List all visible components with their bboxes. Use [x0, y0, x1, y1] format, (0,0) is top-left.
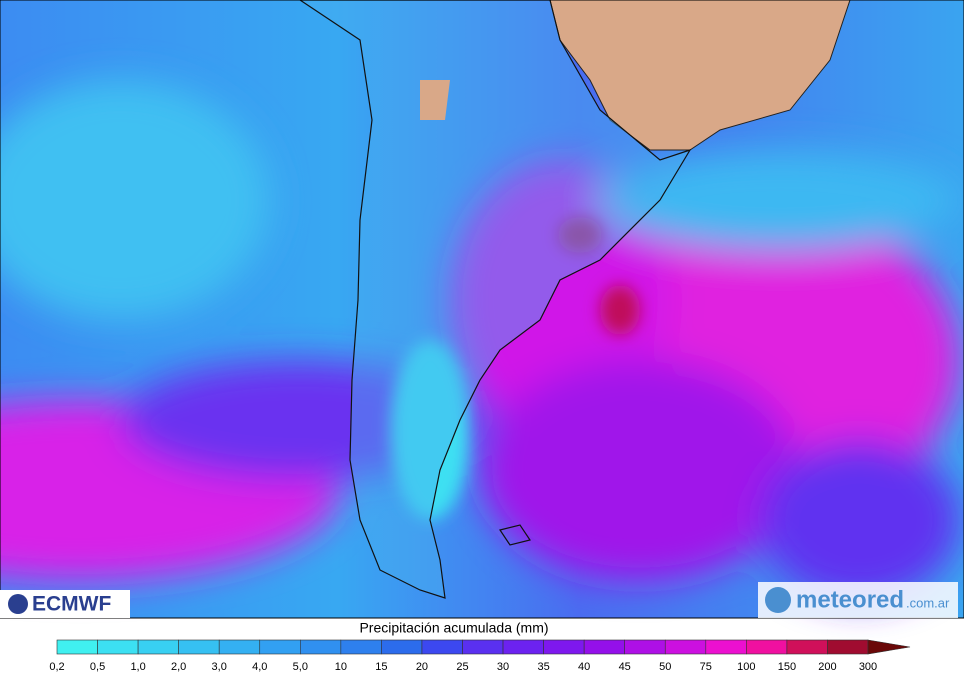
meteored-logo: meteored .com.ar: [758, 582, 958, 618]
legend-label: 0,5: [90, 661, 105, 673]
meteored-domain: .com.ar: [906, 595, 950, 610]
legend-swatch: [786, 639, 828, 655]
legend-swatch: [664, 639, 707, 655]
legend-swatch: [340, 639, 382, 655]
legend-swatch: [462, 639, 504, 655]
legend-label: 300: [859, 661, 877, 673]
legend-label: 35: [537, 661, 549, 673]
meteored-text: meteored: [796, 586, 904, 613]
legend-swatch: [705, 639, 747, 655]
legend-swatch: [381, 639, 423, 655]
legend-label: 0,2: [49, 661, 64, 673]
legend-swatch: [299, 639, 342, 655]
legend-label: 5,0: [293, 661, 308, 673]
legend-label: 2,0: [171, 661, 186, 673]
legend-label: 200: [818, 661, 836, 673]
legend-swatch: [543, 639, 585, 655]
legend-label: 25: [456, 661, 468, 673]
legend-swatch: [827, 639, 869, 655]
legend-title: Precipitación acumulada (mm): [359, 620, 548, 636]
legend-label: 1,0: [130, 661, 145, 673]
colorbar: 0,2 0,5 1,0 2,0 3,0 4,0 5,0 10 15 20 25 30 35 40 45 50 7…: [49, 639, 911, 673]
legend-label: 40: [578, 661, 590, 673]
legend-label: 10: [335, 661, 347, 673]
legend-swatch: [746, 639, 788, 655]
legend-swatch: [421, 639, 463, 655]
legend-swatch: [502, 639, 544, 655]
ecmwf-logo: ECMWF: [0, 590, 130, 618]
legend-swatch: [259, 639, 301, 655]
legend-swatch: [97, 639, 139, 655]
legend-swatch: [56, 639, 98, 655]
legend-label: 15: [375, 661, 387, 673]
legend-label: 100: [737, 661, 755, 673]
legend-label: 75: [700, 661, 712, 673]
legend-extend-arrow: [867, 639, 911, 655]
legend-label: 150: [778, 661, 796, 673]
ecmwf-text: ECMWF: [32, 593, 111, 616]
legend-label: 45: [619, 661, 631, 673]
legend-swatch: [583, 639, 626, 655]
map: [0, 0, 964, 619]
legend-swatch: [218, 639, 261, 655]
legend-swatch: [624, 639, 666, 655]
legend-swatch: [178, 639, 220, 655]
legend-swatch: [137, 639, 179, 655]
legend-label: 50: [659, 661, 671, 673]
legend-label: 3,0: [212, 661, 227, 673]
legend-label: 4,0: [252, 661, 267, 673]
legend-label: 20: [416, 661, 428, 673]
legend-label: 30: [497, 661, 509, 673]
